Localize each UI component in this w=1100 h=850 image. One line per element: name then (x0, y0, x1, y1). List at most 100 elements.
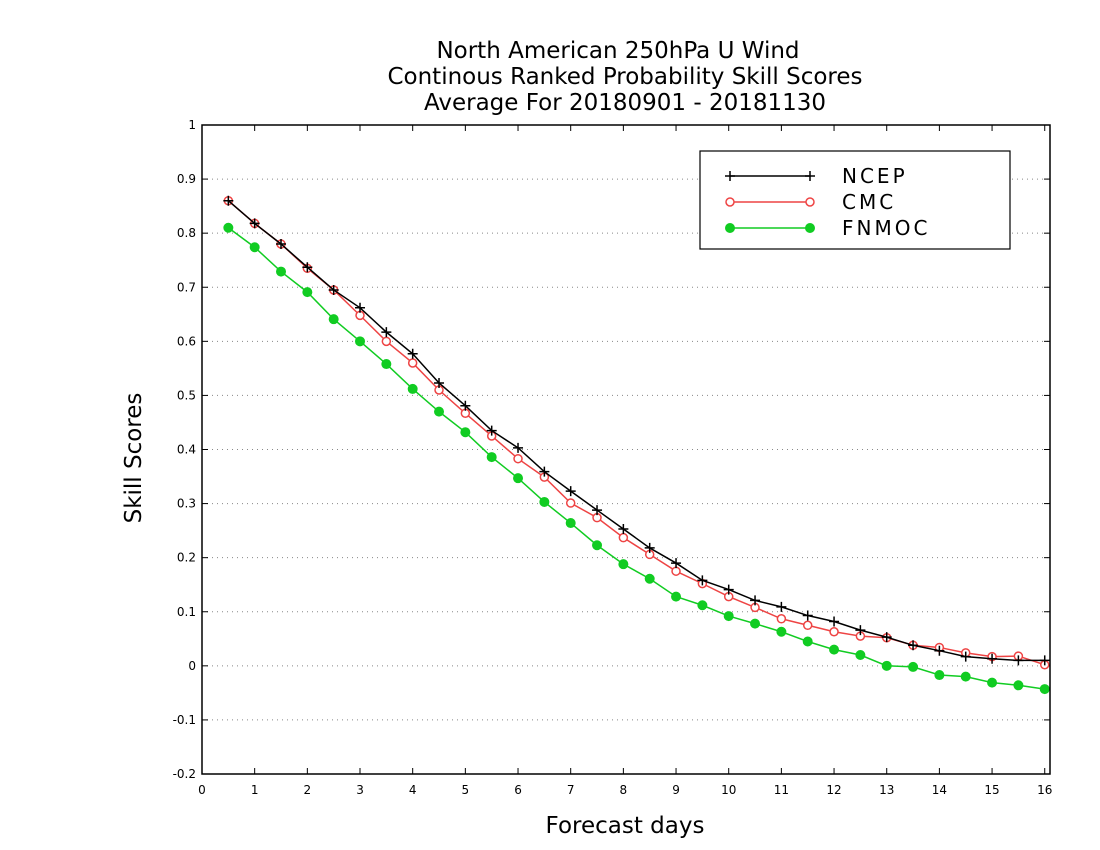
data-point (381, 336, 392, 347)
data-point (750, 618, 761, 629)
data-point (829, 644, 840, 655)
series-cmc (223, 195, 1050, 670)
chart-title: North American 250hPa U Wind Continous R… (387, 38, 862, 116)
x-tick-label: 0 (198, 783, 206, 797)
data-point (513, 453, 523, 464)
data-point (644, 573, 655, 584)
data-point (725, 223, 735, 233)
y-axis-label: Skill Scores (121, 393, 147, 524)
data-point (592, 540, 603, 551)
legend-box (699, 150, 1011, 250)
data-point (539, 496, 550, 507)
series-group (223, 195, 1050, 695)
data-point (486, 425, 497, 436)
data-point (513, 442, 524, 453)
data-point (381, 359, 392, 370)
legend-entry-ncep: NCEP (725, 164, 905, 188)
data-point (802, 610, 813, 621)
legend-entry-fnmoc: FNMOC (725, 216, 927, 240)
data-point (565, 498, 576, 508)
series-line (227, 227, 1045, 690)
data-point (407, 383, 418, 394)
data-point (671, 591, 682, 602)
title-line-2: Continous Ranked Probability Skill Score… (387, 64, 862, 90)
y-tick-label: 0 (188, 659, 196, 673)
data-point (355, 302, 366, 313)
data-point (1013, 655, 1024, 666)
data-point (381, 327, 392, 338)
data-point (881, 632, 892, 643)
y-tick-label: -0.1 (173, 713, 196, 727)
y-tick-label: 0.2 (177, 551, 196, 565)
data-point (223, 222, 234, 233)
data-point (723, 611, 734, 622)
data-point (407, 358, 418, 368)
data-point (671, 566, 681, 576)
y-tick-label: -0.2 (173, 767, 196, 781)
data-point (776, 626, 787, 637)
x-tick-label: 11 (774, 783, 789, 797)
x-tick-label: 10 (721, 783, 736, 797)
x-tick-label: 8 (620, 783, 628, 797)
x-tick-label: 13 (879, 783, 894, 797)
x-tick-label: 4 (409, 783, 417, 797)
data-point (960, 651, 971, 662)
data-point (513, 473, 524, 484)
data-point (302, 262, 313, 273)
data-point (776, 601, 787, 612)
x-axis-ticks: 0 1 2 3 4 5 6 7 8 9 10 11 12 13 14 15 16 (198, 125, 1052, 797)
y-tick-label: 0.1 (177, 605, 196, 619)
x-tick-label: 14 (932, 783, 947, 797)
data-point (276, 266, 287, 277)
data-point (276, 238, 287, 249)
series-line (227, 200, 1045, 662)
y-tick-label: 0.3 (177, 497, 196, 511)
y-tick-label: 0.6 (177, 334, 196, 348)
data-point (1039, 684, 1050, 695)
data-point (725, 197, 735, 207)
data-point (249, 218, 260, 229)
data-point (671, 558, 682, 569)
data-point (434, 377, 445, 388)
data-point (934, 670, 945, 681)
x-tick-label: 9 (672, 783, 680, 797)
data-point (750, 595, 761, 606)
data-point (618, 524, 629, 535)
x-tick-label: 3 (356, 783, 364, 797)
y-axis-ticks: -0.2 -0.1 0 0.1 0.2 0.3 0.4 0.5 0.6 0.7 0.8 0.9 1 (173, 118, 1050, 781)
data-point (460, 427, 471, 438)
data-point (328, 314, 339, 325)
data-point (697, 600, 708, 611)
y-tick-label: 0.7 (177, 280, 196, 294)
x-tick-label: 2 (304, 783, 312, 797)
data-point (908, 661, 919, 672)
x-tick-label: 12 (826, 783, 841, 797)
data-point (486, 452, 497, 463)
y-tick-label: 1 (188, 118, 196, 132)
data-point (460, 400, 471, 411)
title-line-1: North American 250hPa U Wind (436, 38, 799, 64)
data-point (725, 171, 735, 181)
data-point (302, 287, 313, 298)
x-tick-label: 15 (984, 783, 999, 797)
grid (202, 178, 1050, 721)
y-tick-label: 0.5 (177, 388, 196, 402)
data-point (1039, 655, 1050, 666)
data-point (802, 620, 813, 631)
y-tick-label: 0.9 (177, 172, 196, 186)
data-point (592, 505, 603, 516)
x-tick-label: 5 (462, 783, 470, 797)
data-point (881, 660, 892, 671)
data-point (565, 518, 576, 529)
data-point (407, 348, 418, 359)
data-point (618, 532, 629, 543)
data-point (934, 645, 945, 656)
data-point (565, 486, 576, 497)
data-point (805, 197, 815, 207)
data-point (802, 636, 813, 647)
data-point (805, 171, 815, 181)
data-point (987, 653, 998, 664)
data-point (829, 627, 839, 637)
data-point (249, 242, 260, 253)
